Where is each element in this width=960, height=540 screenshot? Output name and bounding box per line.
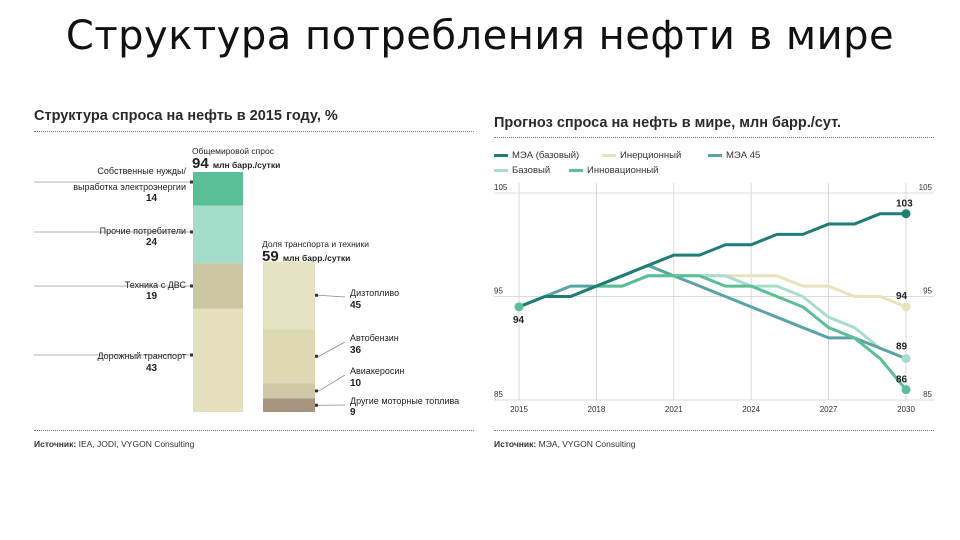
right-source-text: МЭА, VYGON Consulting xyxy=(538,439,636,449)
data-label-base-89: 89 xyxy=(896,342,908,353)
transport-share-unit: млн барр./сутки xyxy=(282,253,351,263)
x-tick-2030: 2030 xyxy=(897,405,915,414)
data-label-innovation-86: 86 xyxy=(896,375,908,386)
total-demand-unit: млн барр./сутки xyxy=(212,160,281,170)
end-point-base xyxy=(901,354,911,364)
transport-share-number: 59 xyxy=(262,248,279,265)
segment-value-jet-fuel: 10 xyxy=(350,378,362,389)
segment-label-own-needs: Собственные нужды/ выработка электроэнер… xyxy=(56,163,186,195)
leader-dot-road-transport xyxy=(190,353,193,357)
segment-label-other-motor-fuels: Другие моторные топлива xyxy=(350,396,460,406)
segment-label-jet-fuel: Авиакеросин xyxy=(350,366,405,376)
x-tick-2018: 2018 xyxy=(588,405,606,414)
right-source: Источник: МЭА, VYGON Consulting xyxy=(494,439,635,449)
left-source-divider xyxy=(34,430,474,431)
leader-dot-own-needs xyxy=(190,180,193,184)
y-tick-right-95: 95 xyxy=(923,287,932,296)
legend-label-iea45: МЭА 45 xyxy=(726,150,761,161)
x-tick-2024: 2024 xyxy=(742,405,760,414)
x-tick-2015: 2015 xyxy=(510,405,528,414)
end-point-inertia xyxy=(901,302,911,312)
leader-dot-ice-machinery xyxy=(190,284,193,288)
legend-item-iea-base: МЭА (базовый) xyxy=(494,150,579,162)
y-tick-left-85: 85 xyxy=(494,390,503,399)
legend-item-base: Базовый xyxy=(494,165,550,177)
data-label-start-94: 94 xyxy=(513,315,525,326)
segment-label-ice-machinery: Техника с ДВС xyxy=(124,280,186,290)
data-label-inertia-94: 94 xyxy=(896,291,908,302)
left-source-text: IEA, JODI, VYGON Consulting xyxy=(78,439,195,449)
segment-value-diesel: 45 xyxy=(350,300,362,311)
x-tick-2027: 2027 xyxy=(820,405,838,414)
segment-label-own-needs-text: Собственные нужды/ выработка электроэнер… xyxy=(73,166,186,192)
legend-label-innovation: Инновационный xyxy=(587,165,659,176)
legend-item-inertia: Инерционный xyxy=(602,150,681,162)
bar-segment-jet-fuel xyxy=(263,383,315,399)
left-title-divider xyxy=(34,131,474,132)
series-line-iea-base xyxy=(518,212,906,309)
legend-label-iea-base: МЭА (базовый) xyxy=(512,150,580,161)
legend-swatch-base xyxy=(494,168,508,172)
x-tick-2021: 2021 xyxy=(665,405,683,414)
left-chart-title: Структура спроса на нефть в 2015 году, % xyxy=(34,108,338,124)
legend-label-base: Базовый xyxy=(512,165,551,176)
bar-segment-gasoline xyxy=(263,329,315,384)
segment-label-diesel: Дизтопливо xyxy=(350,288,400,298)
total-demand-value: 94 млн барр./сутки xyxy=(192,155,280,172)
transport-share-label: Доля транспорта и техники xyxy=(262,239,369,249)
right-source-divider xyxy=(494,430,934,431)
legend-swatch-inertia xyxy=(602,153,616,157)
y-tick-left-105: 105 xyxy=(494,183,508,192)
bar-segment-ice-machinery xyxy=(193,263,243,309)
legend-swatch-iea45 xyxy=(708,153,722,157)
bar-segment-other-consumers xyxy=(193,205,243,264)
segment-value-other-consumers: 24 xyxy=(146,237,158,248)
leader-dot-gasoline xyxy=(315,354,318,358)
legend-swatch-iea-base xyxy=(494,153,508,157)
series-line-base xyxy=(518,274,907,360)
total-demand-number: 94 xyxy=(192,155,209,172)
right-title-divider xyxy=(494,137,934,138)
end-point-innovation xyxy=(901,385,911,395)
bar-segment-own-needs xyxy=(193,172,243,206)
left-source-label: Источник: xyxy=(34,439,77,449)
right-source-label: Источник: xyxy=(494,439,537,449)
segment-value-gasoline: 36 xyxy=(350,345,362,356)
segment-value-ice-machinery: 19 xyxy=(146,291,158,302)
left-source: Источник: IEA, JODI, VYGON Consulting xyxy=(34,439,194,449)
start-point xyxy=(514,302,524,312)
bar-segment-other-motor-fuels xyxy=(263,398,315,412)
right-chart-title: Прогноз спроса на нефть в мире, млн барр… xyxy=(494,115,841,131)
segment-label-other-consumers: Прочие потребители xyxy=(99,226,186,236)
segment-value-own-needs: 14 xyxy=(146,193,158,204)
segment-label-road-transport: Дорожный транспорт xyxy=(97,351,186,361)
segment-label-gasoline: Автобензин xyxy=(350,333,399,343)
slide-title: Структура потребления нефти в мире xyxy=(65,13,895,59)
end-point-iea-base xyxy=(901,209,911,219)
y-tick-right-105: 105 xyxy=(919,183,933,192)
series-line-iea45 xyxy=(518,263,907,360)
segment-value-other-motor-fuels: 9 xyxy=(350,407,356,418)
leader-dot-diesel xyxy=(315,293,318,297)
data-label-iea-base-103: 103 xyxy=(896,199,913,210)
total-demand-label: Общемировой спрос xyxy=(192,146,274,156)
y-tick-right-85: 85 xyxy=(923,390,932,399)
leader-dot-jet-fuel xyxy=(315,389,318,393)
legend-item-iea45: МЭА 45 xyxy=(708,150,760,162)
legend-label-inertia: Инерционный xyxy=(620,150,682,161)
leader-dot-other-consumers xyxy=(190,230,193,234)
legend-item-innovation: Инновационный xyxy=(569,165,659,177)
y-tick-left-95: 95 xyxy=(494,287,503,296)
bar-segment-diesel xyxy=(263,261,315,330)
legend-swatch-innovation xyxy=(569,168,583,172)
leader-dot-other-motor-fuels xyxy=(315,403,318,407)
transport-share-value: 59 млн барр./сутки xyxy=(262,248,350,265)
bar-segment-road-transport xyxy=(193,308,243,412)
segment-value-road-transport: 43 xyxy=(146,363,158,374)
